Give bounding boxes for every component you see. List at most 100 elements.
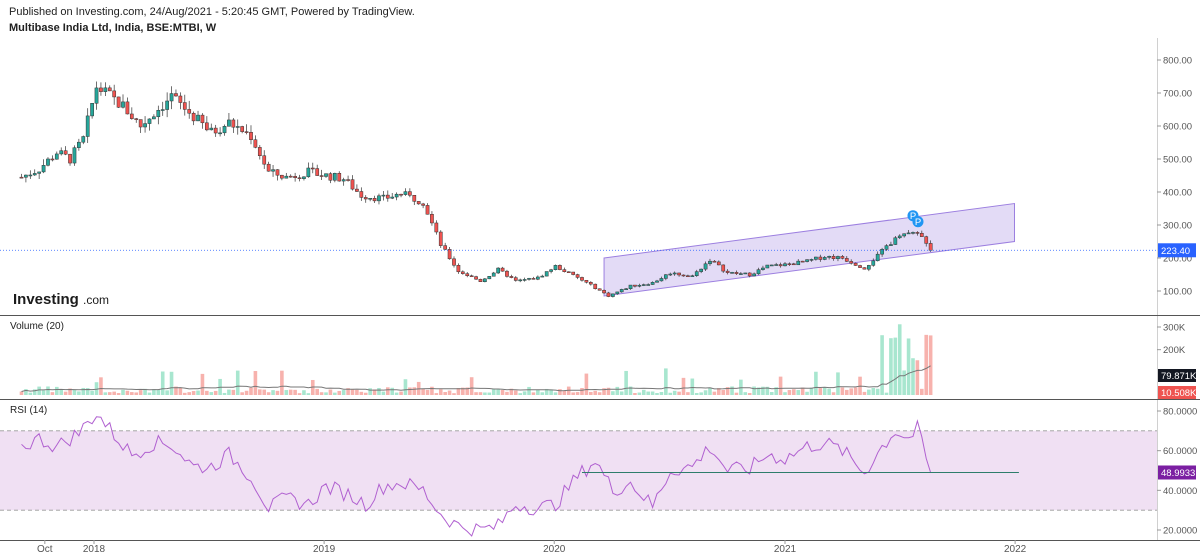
candle-body bbox=[46, 158, 50, 166]
candle-body bbox=[800, 260, 805, 263]
volume-bar bbox=[55, 386, 59, 395]
volume-bar bbox=[346, 388, 350, 395]
candle-body bbox=[637, 284, 642, 287]
candle-body bbox=[831, 255, 836, 259]
candle-body bbox=[822, 257, 827, 260]
candle-body bbox=[355, 188, 359, 192]
volume-bar bbox=[174, 386, 178, 395]
volume-bar bbox=[205, 390, 209, 395]
volume-bar bbox=[522, 391, 527, 395]
rsi-tick-label: 60.0000 bbox=[1163, 446, 1197, 457]
candle-body bbox=[222, 126, 227, 134]
candle-body bbox=[209, 127, 214, 131]
candle-body bbox=[227, 119, 231, 127]
volume-bar bbox=[902, 370, 906, 395]
candle-body bbox=[68, 153, 72, 164]
time-tick-label: 2022 bbox=[1004, 544, 1027, 555]
volume-bar bbox=[562, 390, 567, 395]
volume-bar bbox=[253, 371, 258, 395]
candle-body bbox=[37, 171, 41, 174]
volume-bar bbox=[355, 389, 359, 395]
volume-bar bbox=[571, 392, 575, 395]
volume-bar bbox=[235, 370, 240, 395]
candle-body bbox=[196, 114, 200, 122]
volume-bar bbox=[227, 389, 231, 395]
candle-body bbox=[63, 150, 68, 155]
candle-body bbox=[231, 119, 236, 128]
volume-bar bbox=[191, 391, 196, 395]
price-tick-label: 200.00 bbox=[1163, 254, 1192, 265]
candle-body bbox=[641, 284, 646, 286]
candle-body bbox=[403, 191, 408, 195]
candle-body bbox=[363, 197, 368, 200]
candle-body bbox=[152, 116, 156, 120]
candle-body bbox=[531, 278, 536, 280]
candle-body bbox=[491, 272, 496, 277]
candle-body bbox=[107, 87, 112, 92]
candle-body bbox=[182, 102, 187, 110]
volume-bar bbox=[619, 391, 624, 395]
volume-bar bbox=[412, 387, 417, 395]
volume-bar bbox=[906, 338, 911, 395]
volume-bar bbox=[518, 393, 523, 395]
candle-body bbox=[739, 273, 743, 275]
candle-body bbox=[659, 278, 664, 282]
volume-bar bbox=[121, 389, 125, 395]
candle-body bbox=[240, 126, 245, 132]
candle-body bbox=[743, 272, 748, 275]
volume-bar bbox=[769, 392, 774, 395]
candle-body bbox=[430, 214, 434, 224]
candle-body bbox=[536, 276, 540, 280]
candle-body bbox=[725, 270, 730, 273]
volume-bar bbox=[513, 390, 518, 395]
candle-body bbox=[655, 280, 659, 283]
volume-bar bbox=[319, 392, 324, 395]
volume-bar bbox=[853, 387, 858, 395]
volume-bar bbox=[37, 386, 41, 395]
volume-bar bbox=[390, 387, 395, 395]
volume-bar bbox=[200, 373, 205, 395]
candle-body bbox=[200, 114, 205, 124]
time-tick-label: 2019 bbox=[313, 544, 336, 555]
candle-body bbox=[893, 237, 898, 245]
candle-body bbox=[359, 191, 364, 198]
volume-bar bbox=[527, 386, 531, 395]
volume-bar bbox=[156, 389, 161, 395]
candle-body bbox=[59, 150, 64, 155]
annotation-badges[interactable]: PP bbox=[907, 210, 924, 228]
candle-body bbox=[703, 263, 708, 270]
volume-bar bbox=[871, 387, 876, 395]
candle-body bbox=[249, 131, 253, 140]
candle-body bbox=[257, 147, 262, 156]
candle-body bbox=[19, 176, 24, 179]
volume-bar bbox=[681, 377, 686, 395]
candle-body bbox=[134, 118, 139, 120]
candle-body bbox=[474, 276, 478, 280]
time-tick-label: 2018 bbox=[83, 544, 106, 555]
price-channel[interactable] bbox=[603, 202, 1015, 297]
volume-bar bbox=[611, 391, 615, 395]
volume-bar bbox=[372, 389, 377, 395]
volume-bar bbox=[222, 392, 227, 395]
candle-body bbox=[633, 284, 637, 287]
candle-body bbox=[677, 272, 681, 276]
candle-body bbox=[460, 271, 465, 274]
candle-body bbox=[699, 268, 703, 272]
candle-body bbox=[769, 264, 774, 267]
candle-body bbox=[827, 255, 831, 258]
candle-body bbox=[218, 132, 222, 135]
candle-body bbox=[328, 173, 333, 181]
candle-body bbox=[169, 93, 174, 102]
volume-bar bbox=[615, 386, 620, 395]
candle-body bbox=[624, 288, 628, 290]
last-price-badge bbox=[1158, 243, 1196, 258]
candle-body bbox=[575, 274, 580, 278]
candle-body bbox=[761, 267, 765, 270]
volume-bar bbox=[182, 392, 187, 395]
candle-body bbox=[522, 279, 527, 281]
candle-body bbox=[54, 153, 59, 160]
volume-bar bbox=[761, 386, 765, 395]
candle-body bbox=[615, 291, 620, 295]
candle-body bbox=[112, 90, 117, 98]
